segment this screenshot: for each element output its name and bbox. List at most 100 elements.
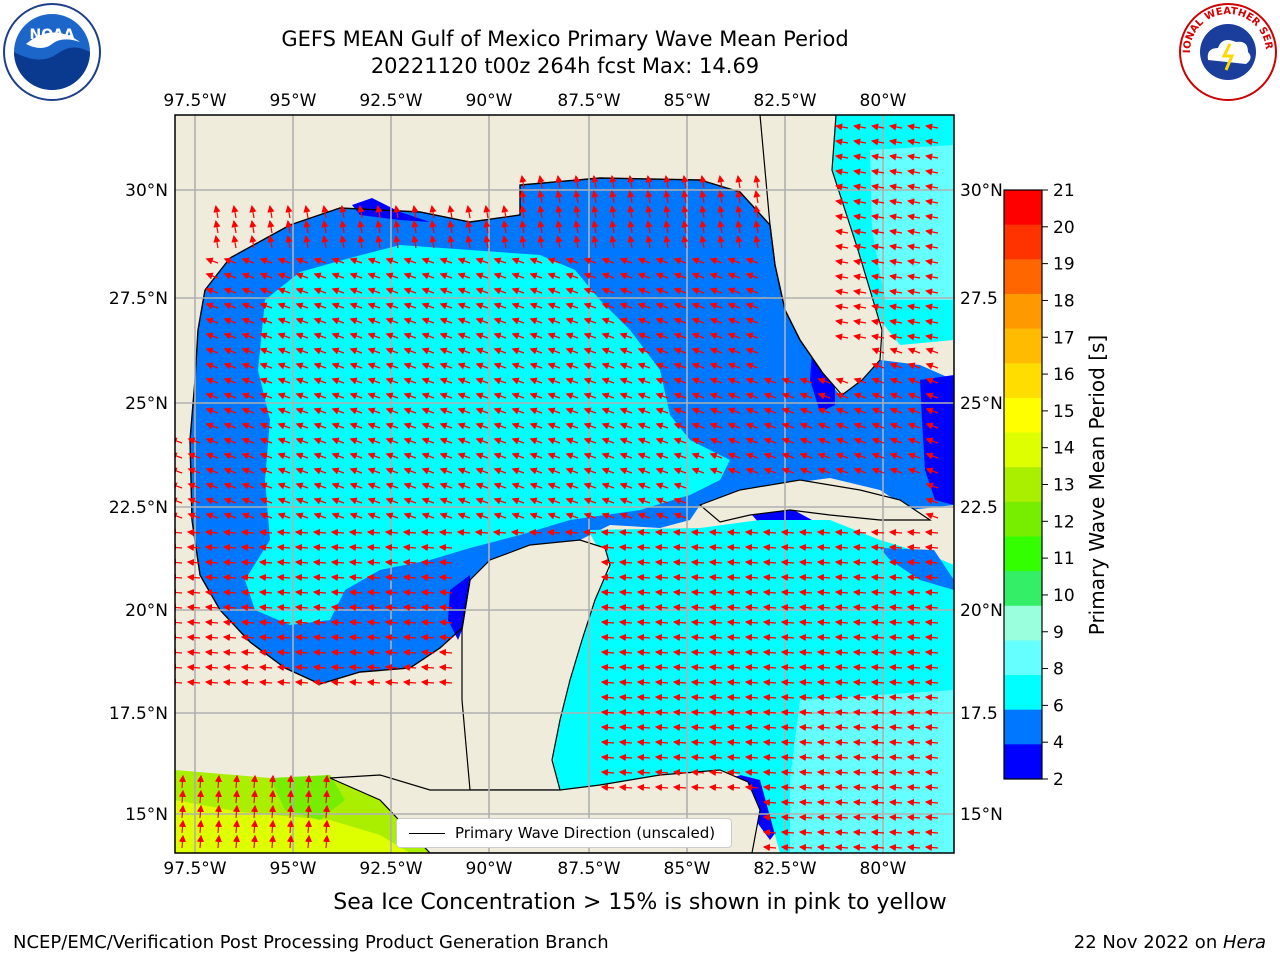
wave-arrow bbox=[277, 482, 291, 490]
wave-arrow bbox=[637, 422, 651, 430]
wave-arrow bbox=[907, 392, 921, 400]
wave-arrow bbox=[277, 377, 291, 385]
wave-arrow bbox=[321, 235, 329, 249]
wave-arrow bbox=[375, 220, 383, 234]
wave-arrow bbox=[735, 190, 743, 204]
wave-arrow bbox=[925, 183, 939, 191]
wave-arrow bbox=[483, 220, 491, 234]
wave-arrow bbox=[727, 302, 741, 310]
wave-direction-arrows bbox=[175, 123, 939, 852]
wave-arrow bbox=[835, 452, 849, 460]
wave-arrow bbox=[655, 332, 669, 340]
wave-arrow bbox=[295, 407, 309, 415]
wave-arrow bbox=[241, 332, 255, 340]
wave-arrow bbox=[583, 512, 597, 520]
wave-arrow bbox=[331, 452, 345, 460]
wave-arrow bbox=[763, 407, 777, 415]
wave-arrow bbox=[475, 467, 489, 475]
wave-arrow bbox=[295, 287, 309, 295]
wave-arrow bbox=[691, 287, 705, 295]
wave-arrow bbox=[393, 220, 401, 234]
wave-arrow bbox=[385, 302, 399, 310]
wave-arrow bbox=[511, 512, 525, 520]
wave-arrow bbox=[519, 220, 527, 234]
wave-arrow bbox=[699, 175, 707, 189]
wave-arrow bbox=[673, 347, 687, 355]
wave-arrow bbox=[853, 228, 867, 236]
wave-arrow bbox=[745, 317, 759, 325]
wave-arrow bbox=[421, 497, 435, 505]
wave-arrow bbox=[583, 392, 597, 400]
lat-tick-left: 15°N bbox=[125, 805, 168, 825]
wave-arrow bbox=[529, 422, 543, 430]
wave-arrow bbox=[645, 190, 653, 204]
wave-arrow bbox=[519, 175, 527, 189]
wave-arrow bbox=[493, 347, 507, 355]
wave-arrow bbox=[367, 497, 381, 505]
wave-arrow bbox=[681, 190, 689, 204]
wave-arrow bbox=[241, 437, 255, 445]
noaa-logo-icon: NOAA bbox=[3, 3, 101, 101]
wave-arrow bbox=[313, 302, 327, 310]
wave-arrow bbox=[583, 377, 597, 385]
wave-arrow bbox=[475, 257, 489, 265]
wave-arrow bbox=[475, 377, 489, 385]
wave-arrow bbox=[241, 407, 255, 415]
wave-arrow bbox=[277, 512, 291, 520]
wave-arrow bbox=[385, 452, 399, 460]
wave-arrow bbox=[673, 437, 687, 445]
wave-arrow bbox=[573, 220, 581, 234]
wave-arrow bbox=[439, 377, 453, 385]
wave-arrow bbox=[241, 497, 255, 505]
wave-arrow bbox=[609, 220, 617, 234]
wave-arrow bbox=[925, 318, 939, 326]
wave-arrow bbox=[853, 303, 867, 311]
wave-arrow bbox=[925, 452, 939, 460]
wave-arrow bbox=[853, 258, 867, 266]
wave-arrow bbox=[907, 243, 921, 251]
wave-arrow bbox=[223, 422, 237, 430]
wave-arrow bbox=[175, 528, 183, 537]
wave-arrow bbox=[619, 287, 633, 295]
wave-arrow bbox=[547, 452, 561, 460]
wave-arrow bbox=[331, 422, 345, 430]
wave-arrow bbox=[519, 235, 527, 249]
wave-arrow bbox=[475, 437, 489, 445]
wave-arrow bbox=[457, 302, 471, 310]
wave-arrow bbox=[457, 272, 471, 280]
wave-arrow bbox=[601, 407, 615, 415]
wave-arrow bbox=[457, 392, 471, 400]
wave-arrow bbox=[673, 452, 687, 460]
wave-arrow bbox=[799, 392, 813, 400]
wave-arrow bbox=[565, 452, 579, 460]
wave-arrow bbox=[421, 272, 435, 280]
wave-arrow bbox=[493, 287, 507, 295]
colorbar-segment bbox=[1004, 224, 1042, 260]
wave-arrow bbox=[691, 392, 705, 400]
wave-arrow bbox=[627, 190, 635, 204]
wave-arrow bbox=[619, 272, 633, 280]
wave-arrow bbox=[205, 422, 219, 430]
wave-arrow bbox=[627, 175, 635, 189]
wave-arrow bbox=[871, 303, 885, 311]
wave-arrow bbox=[547, 497, 561, 505]
colorbar-tick-label: 6 bbox=[1053, 696, 1064, 716]
wave-arrow bbox=[403, 437, 417, 445]
wave-arrow bbox=[313, 377, 327, 385]
wave-arrow bbox=[871, 198, 885, 206]
wave-arrow bbox=[781, 407, 795, 415]
wave-arrow bbox=[817, 392, 831, 400]
wave-arrow bbox=[385, 257, 399, 265]
wave-arrow bbox=[925, 153, 939, 161]
wave-arrow bbox=[745, 467, 759, 475]
wave-arrow bbox=[663, 190, 671, 204]
wave-arrow bbox=[475, 347, 489, 355]
wave-arrow bbox=[907, 422, 921, 430]
wave-arrow bbox=[403, 377, 417, 385]
wave-arrow bbox=[493, 317, 507, 325]
wave-arrow bbox=[313, 497, 327, 505]
wave-arrow bbox=[817, 407, 831, 415]
wave-arrow bbox=[385, 362, 399, 370]
lat-tick-right: 22.5 bbox=[960, 498, 998, 518]
wave-arrow bbox=[655, 512, 669, 520]
